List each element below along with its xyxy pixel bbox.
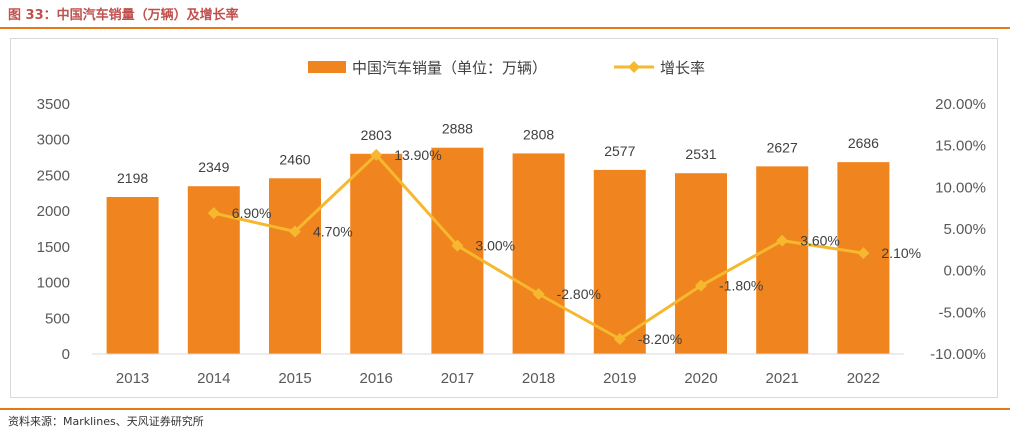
right-tick-label: -10.00%	[930, 346, 986, 363]
x-tick-label: 2019	[603, 370, 636, 387]
x-tick-label: 2017	[441, 370, 474, 387]
growth-marker	[289, 225, 301, 238]
x-tick-label: 2020	[684, 370, 717, 387]
left-tick-label: 1500	[37, 239, 70, 256]
bar	[106, 197, 159, 354]
bar-value-label: 2686	[848, 135, 879, 151]
growth-marker	[451, 239, 464, 252]
growth-marker	[613, 333, 626, 345]
legend-line-marker	[628, 61, 640, 73]
left-tick-label: 3000	[37, 132, 70, 149]
growth-marker	[695, 279, 707, 292]
legend-line-label: 增长率	[660, 59, 705, 77]
x-tick-label: 2013	[116, 370, 149, 387]
growth-value-label: 4.70%	[313, 224, 353, 240]
bar-value-label: 2808	[523, 126, 554, 142]
bar-value-label: 2198	[117, 170, 148, 186]
chart-frame	[10, 38, 998, 398]
bar-value-label: 2460	[279, 151, 310, 167]
growth-marker	[370, 148, 383, 161]
left-tick-label: 1000	[37, 275, 70, 292]
bottom-rule	[0, 408, 1010, 410]
growth-value-label: -1.80%	[719, 278, 763, 294]
left-axis: 0 500 1000 1500 2000 2500 3000 3500	[37, 96, 70, 363]
bar-value-label: 2627	[767, 139, 798, 155]
growth-marker	[532, 288, 545, 300]
x-tick-label: 2016	[360, 370, 393, 387]
bar	[269, 178, 321, 354]
bar	[593, 169, 646, 354]
bar-value-label: 2577	[604, 143, 635, 159]
x-tick-label: 2015	[278, 370, 311, 387]
x-tick-label: 2021	[766, 370, 799, 387]
legend-bar-label: 中国汽车销量（单位：万辆）	[352, 59, 547, 77]
growth-value-label: 2.10%	[881, 245, 921, 261]
top-rule	[0, 27, 1010, 29]
bar	[756, 166, 809, 354]
bar	[512, 153, 565, 354]
right-tick-label: -5.00%	[938, 304, 986, 321]
x-tick-label: 2018	[522, 370, 555, 387]
left-tick-label: 0	[62, 346, 70, 363]
growth-marker	[776, 234, 789, 247]
growth-value-label: -8.20%	[638, 331, 682, 347]
bar	[350, 153, 403, 354]
right-axis: -10.00% -5.00% 0.00% 5.00% 10.00% 15.00% 20.00…	[930, 96, 986, 363]
x-axis: 2013 2014 2015 2016 2017 2018 2019 2020 2021 2022	[116, 370, 880, 387]
bar	[675, 173, 727, 354]
right-tick-label: 15.00%	[935, 138, 986, 155]
left-tick-label: 2500	[37, 167, 70, 184]
bar-value-label: 2349	[198, 159, 229, 175]
x-tick-label: 2014	[197, 370, 230, 387]
left-tick-label: 500	[45, 310, 70, 327]
growth-marker	[857, 247, 870, 260]
growth-marker	[207, 207, 220, 220]
right-tick-label: 10.00%	[935, 179, 986, 196]
left-tick-label: 3500	[37, 96, 70, 113]
x-tick-label: 2022	[847, 370, 880, 387]
source-note: 资料来源：Marklines、天风证券研究所	[8, 415, 204, 428]
growth-value-label: 3.60%	[800, 233, 840, 249]
growth-line-series: 6.90% 4.70% 13.90% 3.00% -2.80% -8.20% -1.80% 3…	[207, 147, 921, 347]
growth-value-label: 6.90%	[232, 205, 272, 221]
figure-title: 图 33：中国汽车销量（万辆）及增长率	[8, 8, 239, 23]
growth-value-label: -2.80%	[557, 286, 601, 302]
bar-value-label: 2531	[685, 146, 716, 162]
right-tick-label: 20.00%	[935, 96, 986, 113]
legend: 中国汽车销量（单位：万辆） 增长率	[308, 59, 705, 77]
right-tick-label: 0.00%	[943, 263, 986, 280]
bar-value-label: 2888	[442, 121, 473, 137]
left-tick-label: 2000	[37, 203, 70, 220]
legend-bar-swatch	[308, 61, 346, 73]
growth-value-label: 3.00%	[475, 238, 515, 254]
right-tick-label: 5.00%	[943, 221, 986, 238]
growth-value-label: 13.90%	[394, 147, 441, 163]
bar-value-label: 2803	[361, 127, 392, 143]
